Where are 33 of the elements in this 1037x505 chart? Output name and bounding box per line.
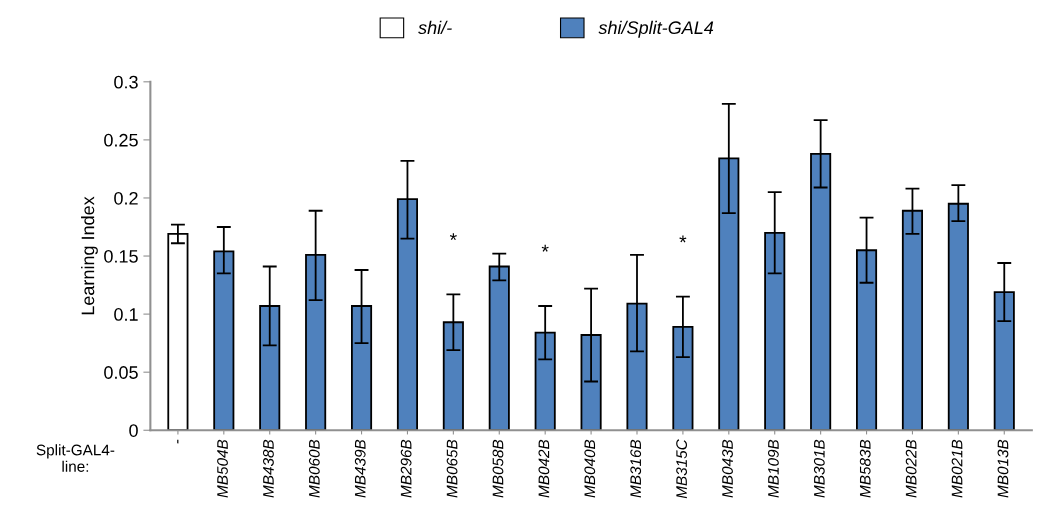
x-tick-label: MB058B xyxy=(492,439,504,498)
y-tick-label: 0 xyxy=(129,424,138,437)
x-tick-label: MB065B xyxy=(446,439,458,498)
x-tick-label: MB296B xyxy=(400,439,412,498)
x-tick-label: - xyxy=(177,439,179,444)
x-tick-label: MB316B xyxy=(630,439,642,498)
x-tick-label: MB022B xyxy=(905,439,917,498)
x-tick-label: MB109B xyxy=(768,439,779,498)
y-tick-label: 0.3 xyxy=(114,75,138,89)
y-tick-label: 0.1 xyxy=(114,308,138,321)
x-tick-label: MB040B xyxy=(584,439,596,498)
x-tick-label: MB301B xyxy=(813,439,825,498)
annotation: * xyxy=(541,244,549,252)
x-tick-label: MB060B xyxy=(308,439,320,498)
x-tick-label: MB504B xyxy=(217,439,228,498)
x-tick-label: MB013B xyxy=(997,439,1009,498)
x-tick-label: MB021B xyxy=(951,439,963,498)
y-tick-label: 0.15 xyxy=(104,249,138,263)
y-tick-label: 0.25 xyxy=(104,133,138,147)
x-tick-label: MB583B xyxy=(859,439,871,498)
x-tick-label: MB043B xyxy=(722,439,733,498)
y-tick-label: 0.05 xyxy=(104,366,138,379)
y-axis-title: Learning Index xyxy=(81,196,98,315)
legend-label: shi/Split-GAL4 xyxy=(598,20,714,38)
x-tick-label: MB315C xyxy=(676,439,688,499)
legend-label: shi/- xyxy=(418,20,452,35)
x-tick-label: MB438B xyxy=(263,439,274,498)
annotation: * xyxy=(449,233,457,241)
y-tick-label: 0.2 xyxy=(114,191,138,205)
annotation: * xyxy=(679,235,687,243)
x-tick-label: MB439B xyxy=(354,439,366,498)
x-axis-title: Split-GAL4- line: xyxy=(36,444,115,472)
x-tick-label: MB042B xyxy=(538,439,550,498)
